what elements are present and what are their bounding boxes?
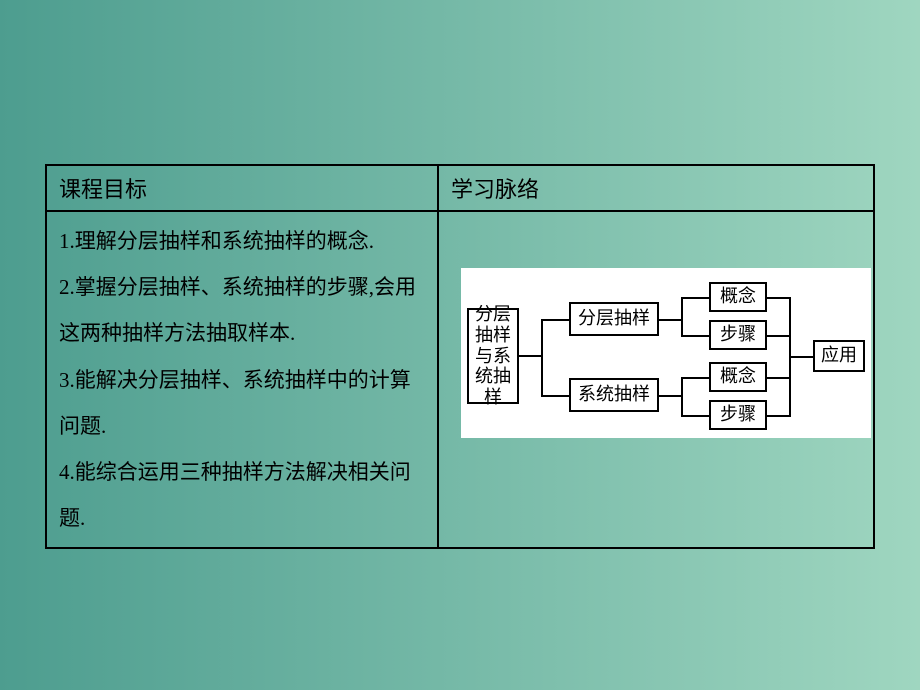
flow-connector [659,395,681,397]
flow-node-b1: 分层抽样 [569,302,659,336]
flow-node-b2: 系统抽样 [569,378,659,412]
flow-connector [767,297,789,299]
flow-connector [681,335,709,337]
goal-item: 3.能解决分层抽样、系统抽样中的计算问题. [59,357,425,449]
flow-connector [519,355,541,357]
flow-node-c3: 概念 [709,362,767,392]
goals-list: 1.理解分层抽样和系统抽样的概念.2.掌握分层抽样、系统抽样的步骤,会用这两种抽… [59,218,425,541]
goal-item: 2.掌握分层抽样、系统抽样的步骤,会用这两种抽样方法抽取样本. [59,264,425,356]
goal-text: 掌握分层抽样、系统抽样的步骤,会用这两种抽样方法抽取样本. [59,275,416,345]
context-cell: 分层抽样与系统抽样分层抽样系统抽样概念步骤概念步骤应用 [438,211,874,548]
flow-connector [681,297,683,337]
flow-connector [681,377,709,379]
content-table: 课程目标 学习脉络 1.理解分层抽样和系统抽样的概念.2.掌握分层抽样、系统抽样… [45,164,875,549]
flow-connector [541,395,569,397]
goal-text: 理解分层抽样和系统抽样的概念. [75,229,374,253]
table-body-row: 1.理解分层抽样和系统抽样的概念.2.掌握分层抽样、系统抽样的步骤,会用这两种抽… [46,211,874,548]
flow-node-root: 分层抽样与系统抽样 [467,308,519,404]
flow-connector [789,356,813,358]
flow-node-c4: 步骤 [709,400,767,430]
flow-connector [541,319,569,321]
flowchart: 分层抽样与系统抽样分层抽样系统抽样概念步骤概念步骤应用 [461,268,871,438]
flow-connector [659,319,681,321]
goal-item: 4.能综合运用三种抽样方法解决相关问题. [59,449,425,541]
slide: 课程目标 学习脉络 1.理解分层抽样和系统抽样的概念.2.掌握分层抽样、系统抽样… [0,0,920,690]
header-goals: 课程目标 [46,165,438,211]
table-header-row: 课程目标 学习脉络 [46,165,874,211]
goals-cell: 1.理解分层抽样和系统抽样的概念.2.掌握分层抽样、系统抽样的步骤,会用这两种抽… [46,211,438,548]
goal-text: 能综合运用三种抽样方法解决相关问题. [59,460,411,530]
goal-number: 3. [59,368,75,392]
flow-connector [681,415,709,417]
flow-connector [681,297,709,299]
goal-item: 1.理解分层抽样和系统抽样的概念. [59,218,425,264]
goal-number: 4. [59,460,75,484]
flow-connector [541,319,543,395]
flow-node-c1: 概念 [709,282,767,312]
flow-connector [681,377,683,417]
flow-node-label: 分层抽样与系统抽样 [471,304,515,407]
goal-number: 2. [59,275,75,299]
goal-number: 1. [59,229,75,253]
header-context: 学习脉络 [438,165,874,211]
flow-connector [767,415,789,417]
flow-connector [767,377,789,379]
flow-node-c2: 步骤 [709,320,767,350]
flow-connector [767,335,789,337]
flow-node-app: 应用 [813,340,865,372]
goal-text: 能解决分层抽样、系统抽样中的计算问题. [59,368,411,438]
